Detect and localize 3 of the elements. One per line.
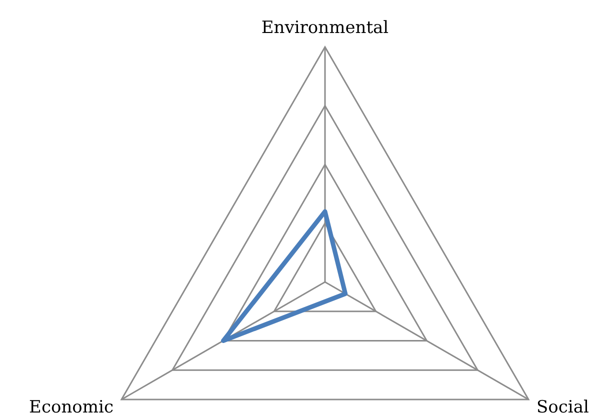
spoke-label: Environmental — [261, 18, 389, 38]
spoke-label: Economic — [29, 398, 114, 417]
spoke-label: Social — [536, 398, 589, 417]
